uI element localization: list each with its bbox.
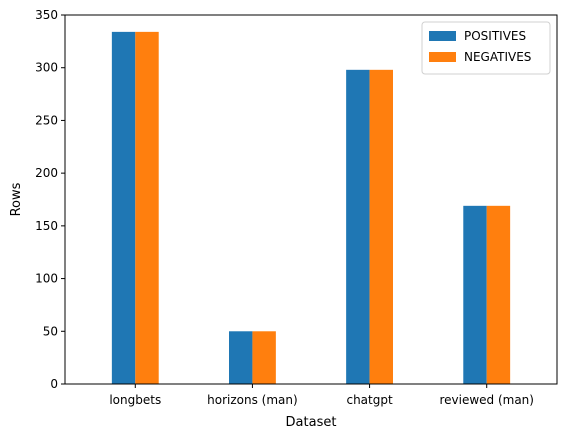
x-tick-label: longbets xyxy=(109,393,161,407)
x-tick-label: chatgpt xyxy=(346,393,392,407)
bar-positives-1 xyxy=(229,331,253,384)
x-tick-label: horizons (man) xyxy=(207,393,298,407)
legend-swatch-negatives xyxy=(429,52,456,62)
y-tick-label: 250 xyxy=(35,113,58,127)
y-tick-label: 50 xyxy=(43,324,58,338)
y-axis: 0 50 100 150 200 250 300 350 xyxy=(35,8,65,391)
x-axis-label: Dataset xyxy=(286,415,337,430)
bar-negatives-3 xyxy=(486,205,511,384)
y-tick-label: 150 xyxy=(35,219,58,233)
x-axis: longbets horizons (man) chatgpt reviewed (m… xyxy=(109,384,534,407)
bar-positives-2 xyxy=(346,69,370,384)
y-tick-label: 300 xyxy=(35,61,58,75)
bars-layer xyxy=(111,31,511,385)
bar-negatives-1 xyxy=(252,331,276,384)
legend-label-negatives: NEGATIVES xyxy=(464,50,531,64)
plot-frame xyxy=(64,14,558,385)
bar-negatives-2 xyxy=(369,69,393,384)
bar-positives-3 xyxy=(463,205,487,384)
bar-positives-0 xyxy=(111,31,136,385)
bar-negatives-0 xyxy=(135,31,159,385)
y-tick-label: 100 xyxy=(35,272,58,286)
y-tick-label: 0 xyxy=(50,377,58,391)
y-tick-label: 350 xyxy=(35,8,58,22)
y-axis-label: Rows xyxy=(9,182,24,216)
legend-label-positives: POSITIVES xyxy=(464,29,526,43)
legend-swatch-positives xyxy=(429,31,456,41)
x-tick-label: reviewed (man) xyxy=(439,393,534,407)
legend: POSITIVES NEGATIVES xyxy=(421,21,551,75)
y-tick-label: 200 xyxy=(35,166,58,180)
